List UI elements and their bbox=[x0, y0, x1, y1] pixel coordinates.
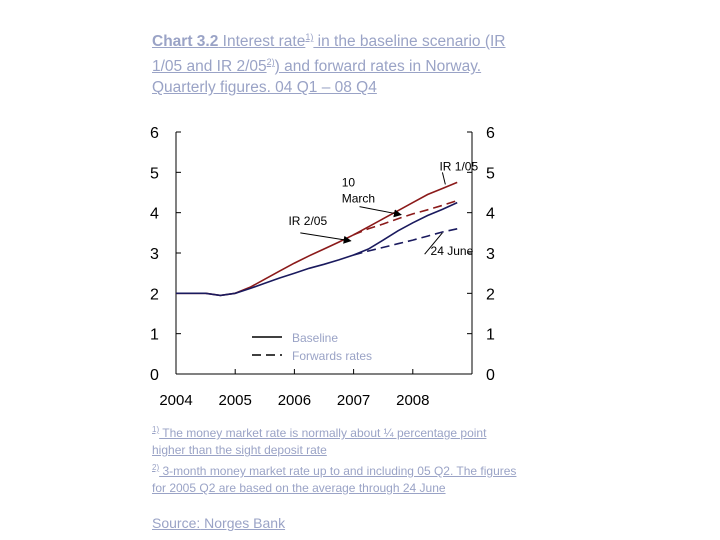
y-tick-label-left: 2 bbox=[150, 286, 159, 303]
source-line: Source: Norges Bank bbox=[152, 515, 285, 531]
series-layer bbox=[176, 181, 458, 297]
legend: Baseline Forwards rates bbox=[252, 331, 372, 363]
source-value: Norges Bank bbox=[200, 515, 286, 531]
chart-number: Chart 3.2 bbox=[152, 33, 219, 51]
footnote-2: 2) 3-month money market rate up to and i… bbox=[152, 459, 522, 497]
series-line-24-june bbox=[353, 228, 458, 256]
footnote-1: 1) The money market rate is normally abo… bbox=[152, 421, 522, 459]
arrow-10-march bbox=[359, 206, 402, 218]
y-tick-label-right: 5 bbox=[486, 165, 495, 182]
title-part-2: in the baseline scenario (IR 1/05 and IR… bbox=[152, 33, 506, 76]
annotation-label: 24 June bbox=[431, 244, 474, 258]
annotation-layer: IR 1/05 10 March IR 2/05 24 June bbox=[288, 159, 478, 258]
annotation-label: 10 bbox=[342, 175, 356, 189]
chart-title: Chart 3.2 Interest rate1) in the baselin… bbox=[152, 27, 512, 98]
arrow-ir-2-05 bbox=[300, 232, 352, 244]
y-tick-label-left: 0 bbox=[150, 367, 159, 384]
x-tick-label: 2004 bbox=[159, 392, 192, 409]
y-tick-label-right: 3 bbox=[486, 246, 495, 263]
legend-label: Forwards rates bbox=[292, 349, 372, 363]
pointer-ir-1-05 bbox=[441, 172, 446, 185]
legend-label: Baseline bbox=[292, 331, 338, 345]
axes: 0 1 2 3 4 5 6 0 1 2 3 4 5 6 2004 2005 2006 2007 2008 bbox=[150, 125, 495, 409]
series-line-10-march bbox=[353, 199, 458, 236]
title-sup-1: 1) bbox=[305, 32, 314, 42]
pointer-24-june bbox=[424, 232, 443, 255]
x-tick-label: 2007 bbox=[337, 392, 370, 409]
footnote-1-mark: 1) bbox=[152, 425, 160, 434]
x-tick-label: 2008 bbox=[396, 392, 429, 409]
title-sup-2: 2) bbox=[266, 57, 275, 68]
footnotes: 1) The money market rate is normally abo… bbox=[152, 421, 522, 497]
annotation-label: IR 2/05 bbox=[288, 214, 327, 228]
y-tick-label-left: 5 bbox=[150, 165, 159, 182]
y-tick-label-left: 4 bbox=[150, 206, 159, 223]
footnote-1-text: The money market rate is normally about … bbox=[152, 426, 487, 457]
x-tick-label: 2006 bbox=[278, 392, 311, 409]
footnote-2-text: 3-month money market rate up to and incl… bbox=[152, 464, 517, 495]
y-tick-label-right: 6 bbox=[486, 125, 495, 142]
series-line-ir-2-05 bbox=[176, 201, 458, 297]
y-tick-label-right: 2 bbox=[486, 286, 495, 303]
y-tick-label-right: 4 bbox=[486, 206, 495, 223]
x-tick-label: 2005 bbox=[219, 392, 252, 409]
title-part-1: Interest rate bbox=[218, 33, 306, 51]
y-tick-label-left: 1 bbox=[150, 327, 159, 344]
source-label: Source: bbox=[152, 515, 201, 531]
title-part-3: ) and forward rates in Norway. Quarterly… bbox=[152, 58, 482, 97]
y-tick-label-right: 1 bbox=[486, 327, 495, 344]
annotation-label: IR 1/05 bbox=[439, 159, 478, 173]
y-tick-label-right: 0 bbox=[486, 367, 495, 384]
annotation-label: March bbox=[342, 192, 375, 206]
y-tick-label-left: 6 bbox=[150, 125, 159, 142]
y-tick-label-left: 3 bbox=[150, 246, 159, 263]
footnote-2-mark: 2) bbox=[152, 463, 160, 472]
